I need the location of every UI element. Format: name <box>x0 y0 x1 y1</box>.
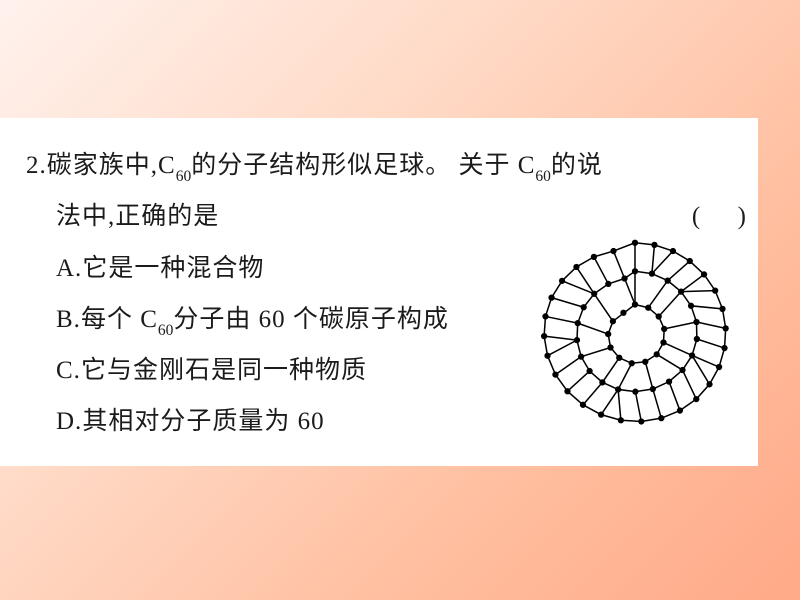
fullerene-figure <box>540 238 730 428</box>
q-text-2a: 法中,正确的是 <box>56 191 219 242</box>
q-text-1c: 的说 <box>551 152 603 179</box>
q-sub-2: 60 <box>535 168 551 185</box>
paren-space <box>700 203 738 230</box>
answer-blank: ( ) <box>692 191 746 242</box>
q-text-1b: 的分子结构形似足球。 关于 C <box>191 152 535 179</box>
option-d-letter: D. <box>56 408 82 435</box>
option-a-text: 它是一种混合物 <box>82 255 264 282</box>
fullerene-svg <box>540 238 730 428</box>
option-b-pre: 每个 C <box>81 306 158 333</box>
question-line-1: 2.碳家族中,C60的分子结构形似足球。 关于 C60的说 <box>26 140 732 191</box>
question-number: 2. <box>26 152 47 179</box>
option-b-letter: B. <box>56 306 81 333</box>
paren-open: ( <box>692 203 700 230</box>
option-c-text: 它与金刚石是同一种物质 <box>81 357 367 384</box>
paren-close: ) <box>738 203 746 230</box>
q-text-1a: 碳家族中,C <box>47 152 176 179</box>
option-b-sub: 60 <box>158 322 174 339</box>
question-line-2: 法中,正确的是 ( ) <box>26 191 746 242</box>
option-a-letter: A. <box>56 255 82 282</box>
option-c-letter: C. <box>56 357 81 384</box>
question-card: 2.碳家族中,C60的分子结构形似足球。 关于 C60的说 法中,正确的是 ( … <box>0 118 758 466</box>
option-d-text: 其相对分子质量为 60 <box>82 408 324 435</box>
option-b-post: 分子由 60 个碳原子构成 <box>173 306 449 333</box>
q-sub-1: 60 <box>176 168 192 185</box>
